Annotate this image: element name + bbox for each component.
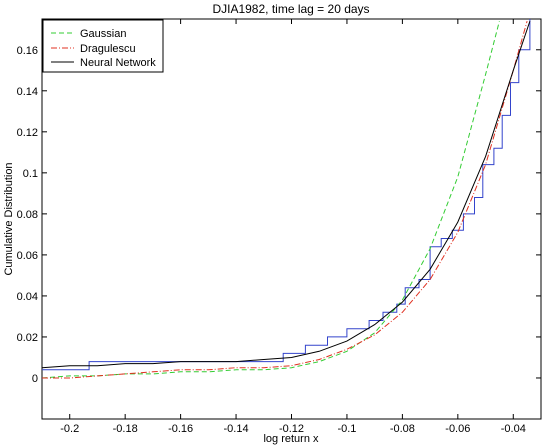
x-axis-label: log return x	[263, 433, 319, 445]
y-tick-label: 0	[32, 373, 38, 385]
x-tick-label: -0.04	[501, 423, 526, 435]
series-layer	[42, 19, 531, 379]
legend-label-dragulescu: Dragulescu	[80, 43, 136, 55]
x-tick-label: -0.18	[113, 423, 138, 435]
legend-box	[42, 19, 164, 73]
legend: Gaussian Dragulescu Neural Network	[42, 19, 164, 73]
x-tick-label: -0.12	[279, 423, 304, 435]
y-tick-label: 0.1	[23, 168, 38, 180]
legend-label-gaussian: Gaussian	[80, 28, 126, 40]
y-tick-label: 0.16	[17, 45, 38, 57]
x-tick-label: -0.16	[168, 423, 193, 435]
y-tick-label: 0.12	[17, 127, 38, 139]
x-tick-label: -0.06	[445, 423, 470, 435]
x-tick-label: -0.1	[337, 423, 356, 435]
series-line-gaussian	[42, 20, 500, 379]
plot-frame	[41, 18, 542, 420]
series-line-empirical	[42, 19, 531, 371]
legend-label-neural-network: Neural Network	[80, 57, 156, 69]
x-tick-label: -0.14	[224, 423, 249, 435]
y-tick-label: 0.14	[17, 86, 38, 98]
y-tick-label: 0.04	[17, 291, 38, 303]
x-tick-label: -0.2	[60, 423, 79, 435]
y-tick-label: 0.08	[17, 209, 38, 221]
y-tick-label: 0.06	[17, 250, 38, 262]
y-axis-label: Cumulative Distribution	[3, 162, 15, 275]
chart-title: DJIA1982, time lag = 20 days	[212, 2, 369, 16]
axis-ticks: -0.2 -0.18 -0.16 -0.14 -0.12 -0.1 -0.08 -0.06 -0…	[17, 19, 541, 435]
series-line-dragulescu	[42, 20, 528, 379]
y-tick-label: 0.02	[17, 332, 38, 344]
x-tick-label: -0.08	[390, 423, 415, 435]
series-line-neural-network	[42, 20, 531, 369]
